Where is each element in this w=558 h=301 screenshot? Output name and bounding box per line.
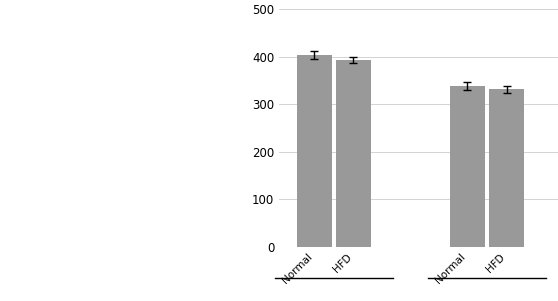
Bar	[296, 55, 331, 247]
Bar	[489, 89, 524, 247]
Bar	[450, 86, 485, 247]
Bar	[336, 60, 371, 247]
